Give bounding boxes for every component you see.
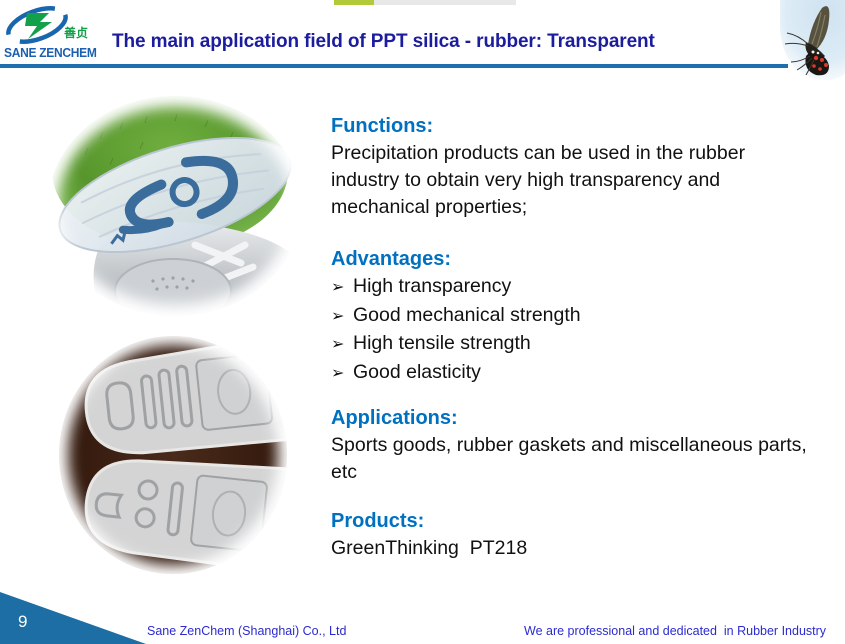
list-item-label: Good mechanical strength: [353, 303, 581, 326]
spacer: [331, 486, 821, 507]
spacer: [331, 387, 821, 404]
applications-body: Sports goods, rubber gaskets and miscell…: [331, 434, 813, 483]
functions-heading: Functions:: [331, 115, 434, 137]
transparent-soles-photo: [56, 333, 291, 579]
advantages-list: ➢ High transparency ➢ Good mechanical st…: [331, 273, 821, 387]
list-item: ➢ Good mechanical strength: [331, 302, 821, 331]
content-column: Functions: Precipitation products can be…: [331, 112, 821, 562]
list-item: ➢ High tensile strength: [331, 330, 821, 359]
top-accent-gray-bar: [374, 0, 516, 5]
arrow-bullet-icon: ➢: [331, 279, 345, 296]
page-number: 9: [18, 612, 28, 631]
footer-tagline: We are professional and dedicated in Rub…: [524, 624, 827, 638]
applications-heading: Applications:: [331, 407, 458, 429]
arrow-bullet-icon: ➢: [331, 364, 345, 382]
advantages-heading: Advantages:: [331, 248, 452, 270]
functions-body: Precipitation products can be used in th…: [331, 142, 751, 218]
footer-corner-triangle: [0, 592, 146, 644]
header-divider-line: [0, 64, 788, 68]
list-item: ➢ Good elasticity: [331, 359, 821, 388]
arrow-bullet-icon: ➢: [331, 336, 345, 353]
spacer: [331, 221, 821, 245]
products-heading: Products:: [331, 510, 425, 532]
sneaker-transparent-sole-photo: [45, 93, 305, 321]
logo-company-name: SANE ZENCHEM: [4, 46, 97, 60]
sane-zenchem-logo-icon: 善贞: [6, 6, 88, 44]
logo-chinese-text: 善贞: [64, 25, 88, 40]
page-title: The main application field of PPT silica…: [112, 31, 655, 52]
list-item: ➢ High transparency: [331, 273, 821, 302]
arrow-bullet-icon: ➢: [331, 307, 345, 325]
list-item-label: High tensile strength: [353, 332, 531, 354]
top-accent-green-bar: [334, 0, 374, 5]
products-body: GreenThinking PT218: [331, 537, 528, 559]
list-item-label: High transparency: [353, 275, 512, 297]
footer-company-name: Sane ZenChem (Shanghai) Co., Ltd: [147, 624, 347, 638]
company-logo: 善贞 SANE ZENCHEM: [4, 6, 124, 60]
butterfly-icon: [780, 0, 845, 81]
list-item-label: Good elasticity: [353, 360, 481, 383]
